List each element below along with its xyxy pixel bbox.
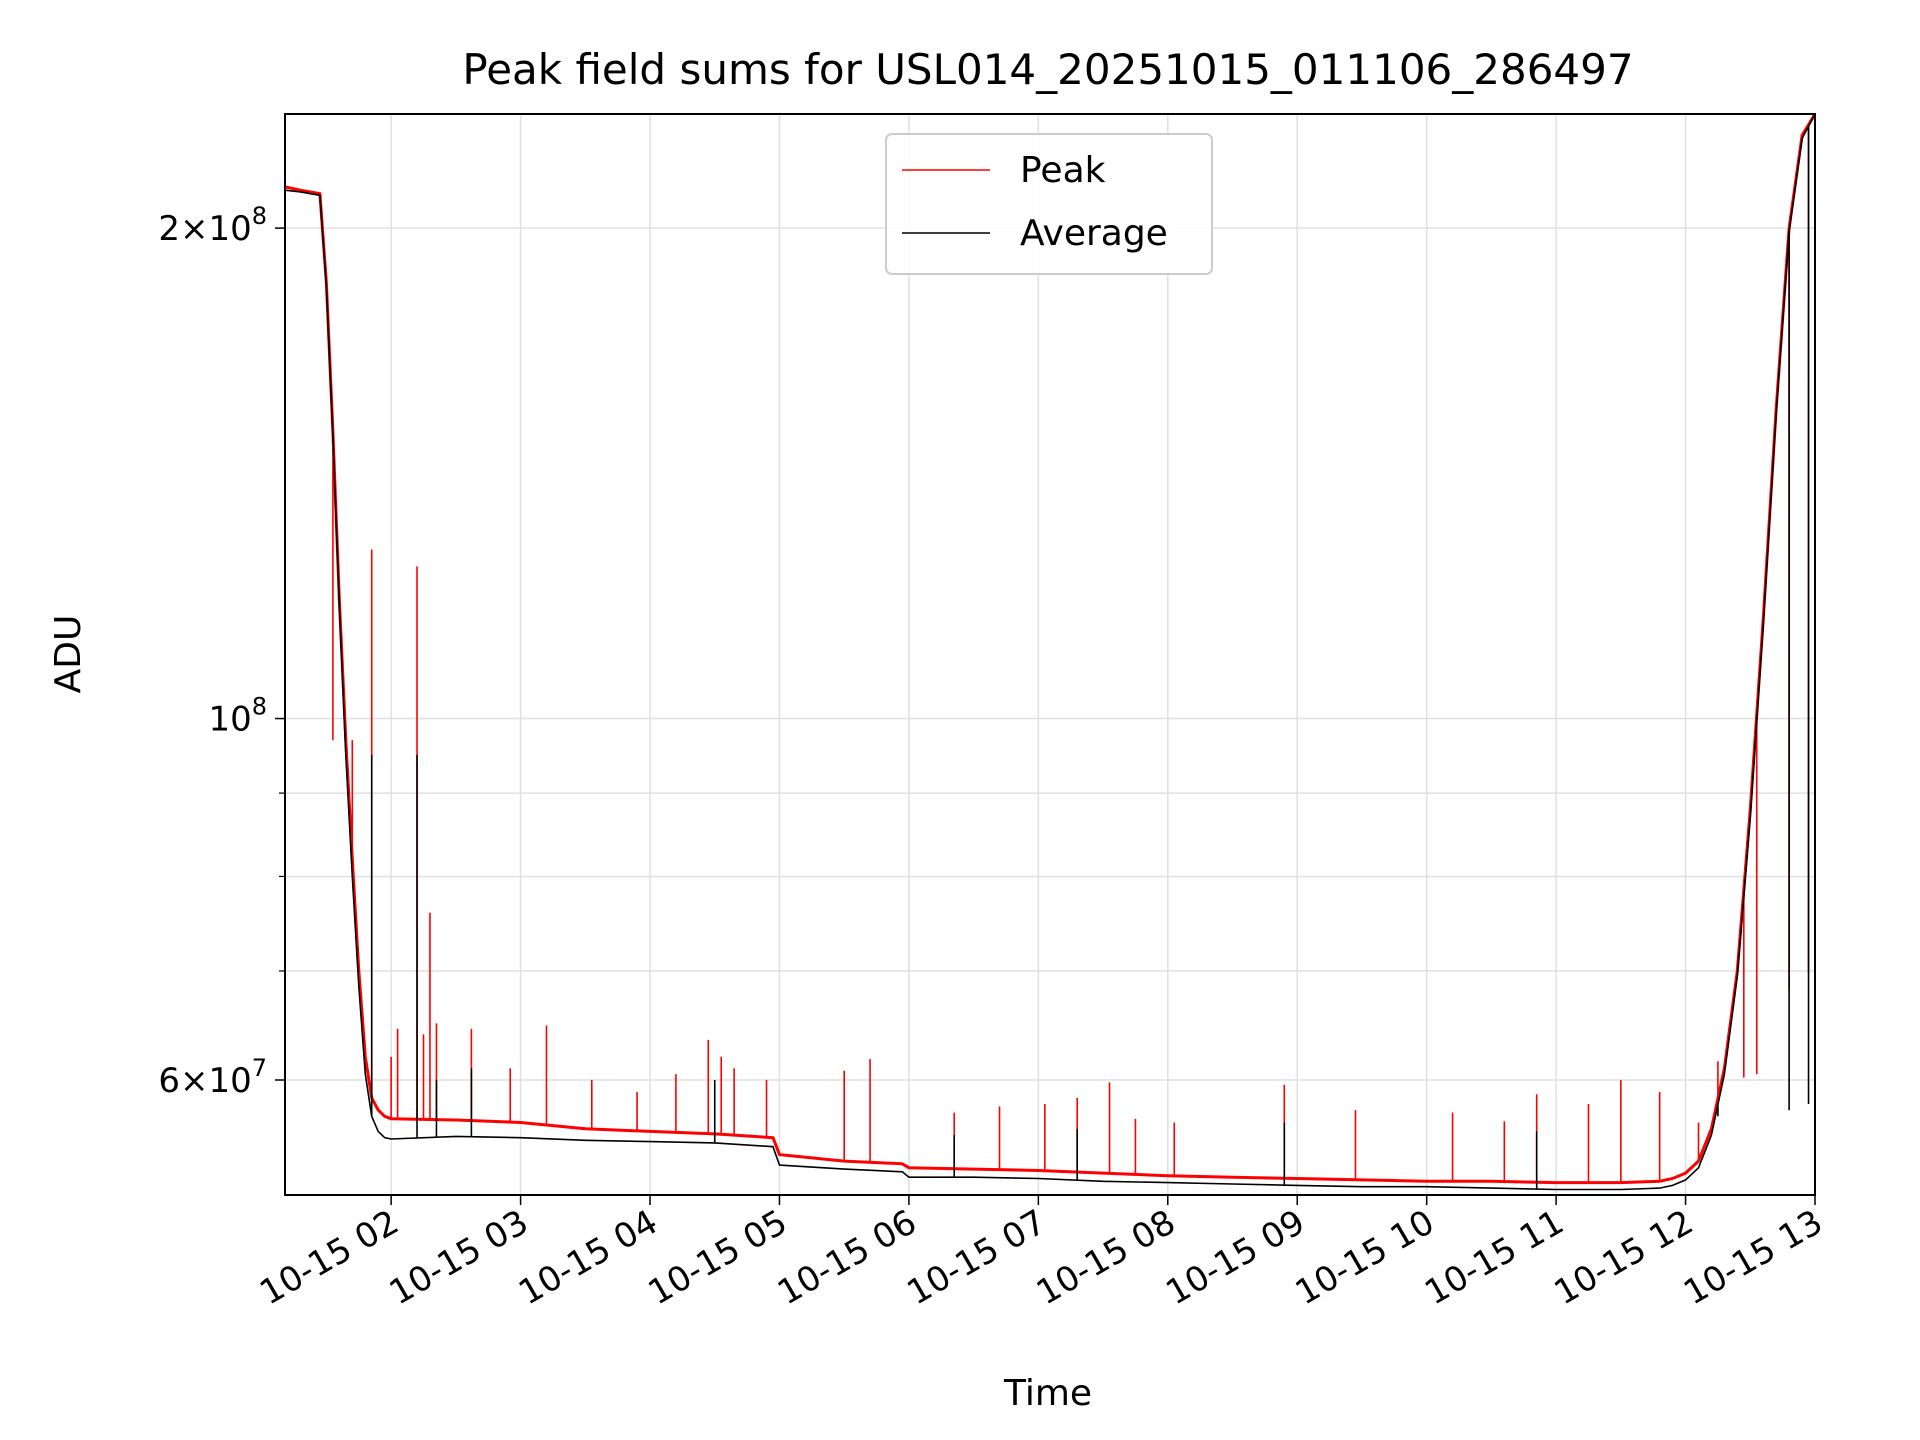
plot-frame bbox=[284, 113, 1816, 1196]
y-tick-label: 108 bbox=[208, 693, 267, 740]
y-tick-label-exponent: 7 bbox=[252, 1054, 267, 1082]
legend: Peak Average bbox=[885, 133, 1213, 275]
legend-box bbox=[885, 133, 1213, 275]
y-tick-label: 2×108 bbox=[158, 202, 267, 249]
chart-title: Peak field sums for USL014_20251015_0111… bbox=[462, 45, 1633, 94]
x-axis-label: Time bbox=[1003, 1373, 1092, 1414]
y-tick-label-base: 10 bbox=[208, 700, 251, 740]
legend-label-average: Average bbox=[1020, 213, 1168, 254]
series-line-average bbox=[284, 113, 1816, 1191]
y-tick-label-base: 2×10 bbox=[158, 209, 251, 249]
legend-label-peak: Peak bbox=[1020, 150, 1106, 191]
y-tick-label-exponent: 8 bbox=[252, 693, 267, 721]
y-tick-label: 6×107 bbox=[158, 1054, 267, 1101]
series-line-peak bbox=[284, 113, 1817, 1185]
y-tick-label-base: 6×10 bbox=[158, 1061, 251, 1101]
y-axis-label: ADU bbox=[48, 615, 89, 694]
y-tick-label-exponent: 8 bbox=[252, 202, 267, 230]
